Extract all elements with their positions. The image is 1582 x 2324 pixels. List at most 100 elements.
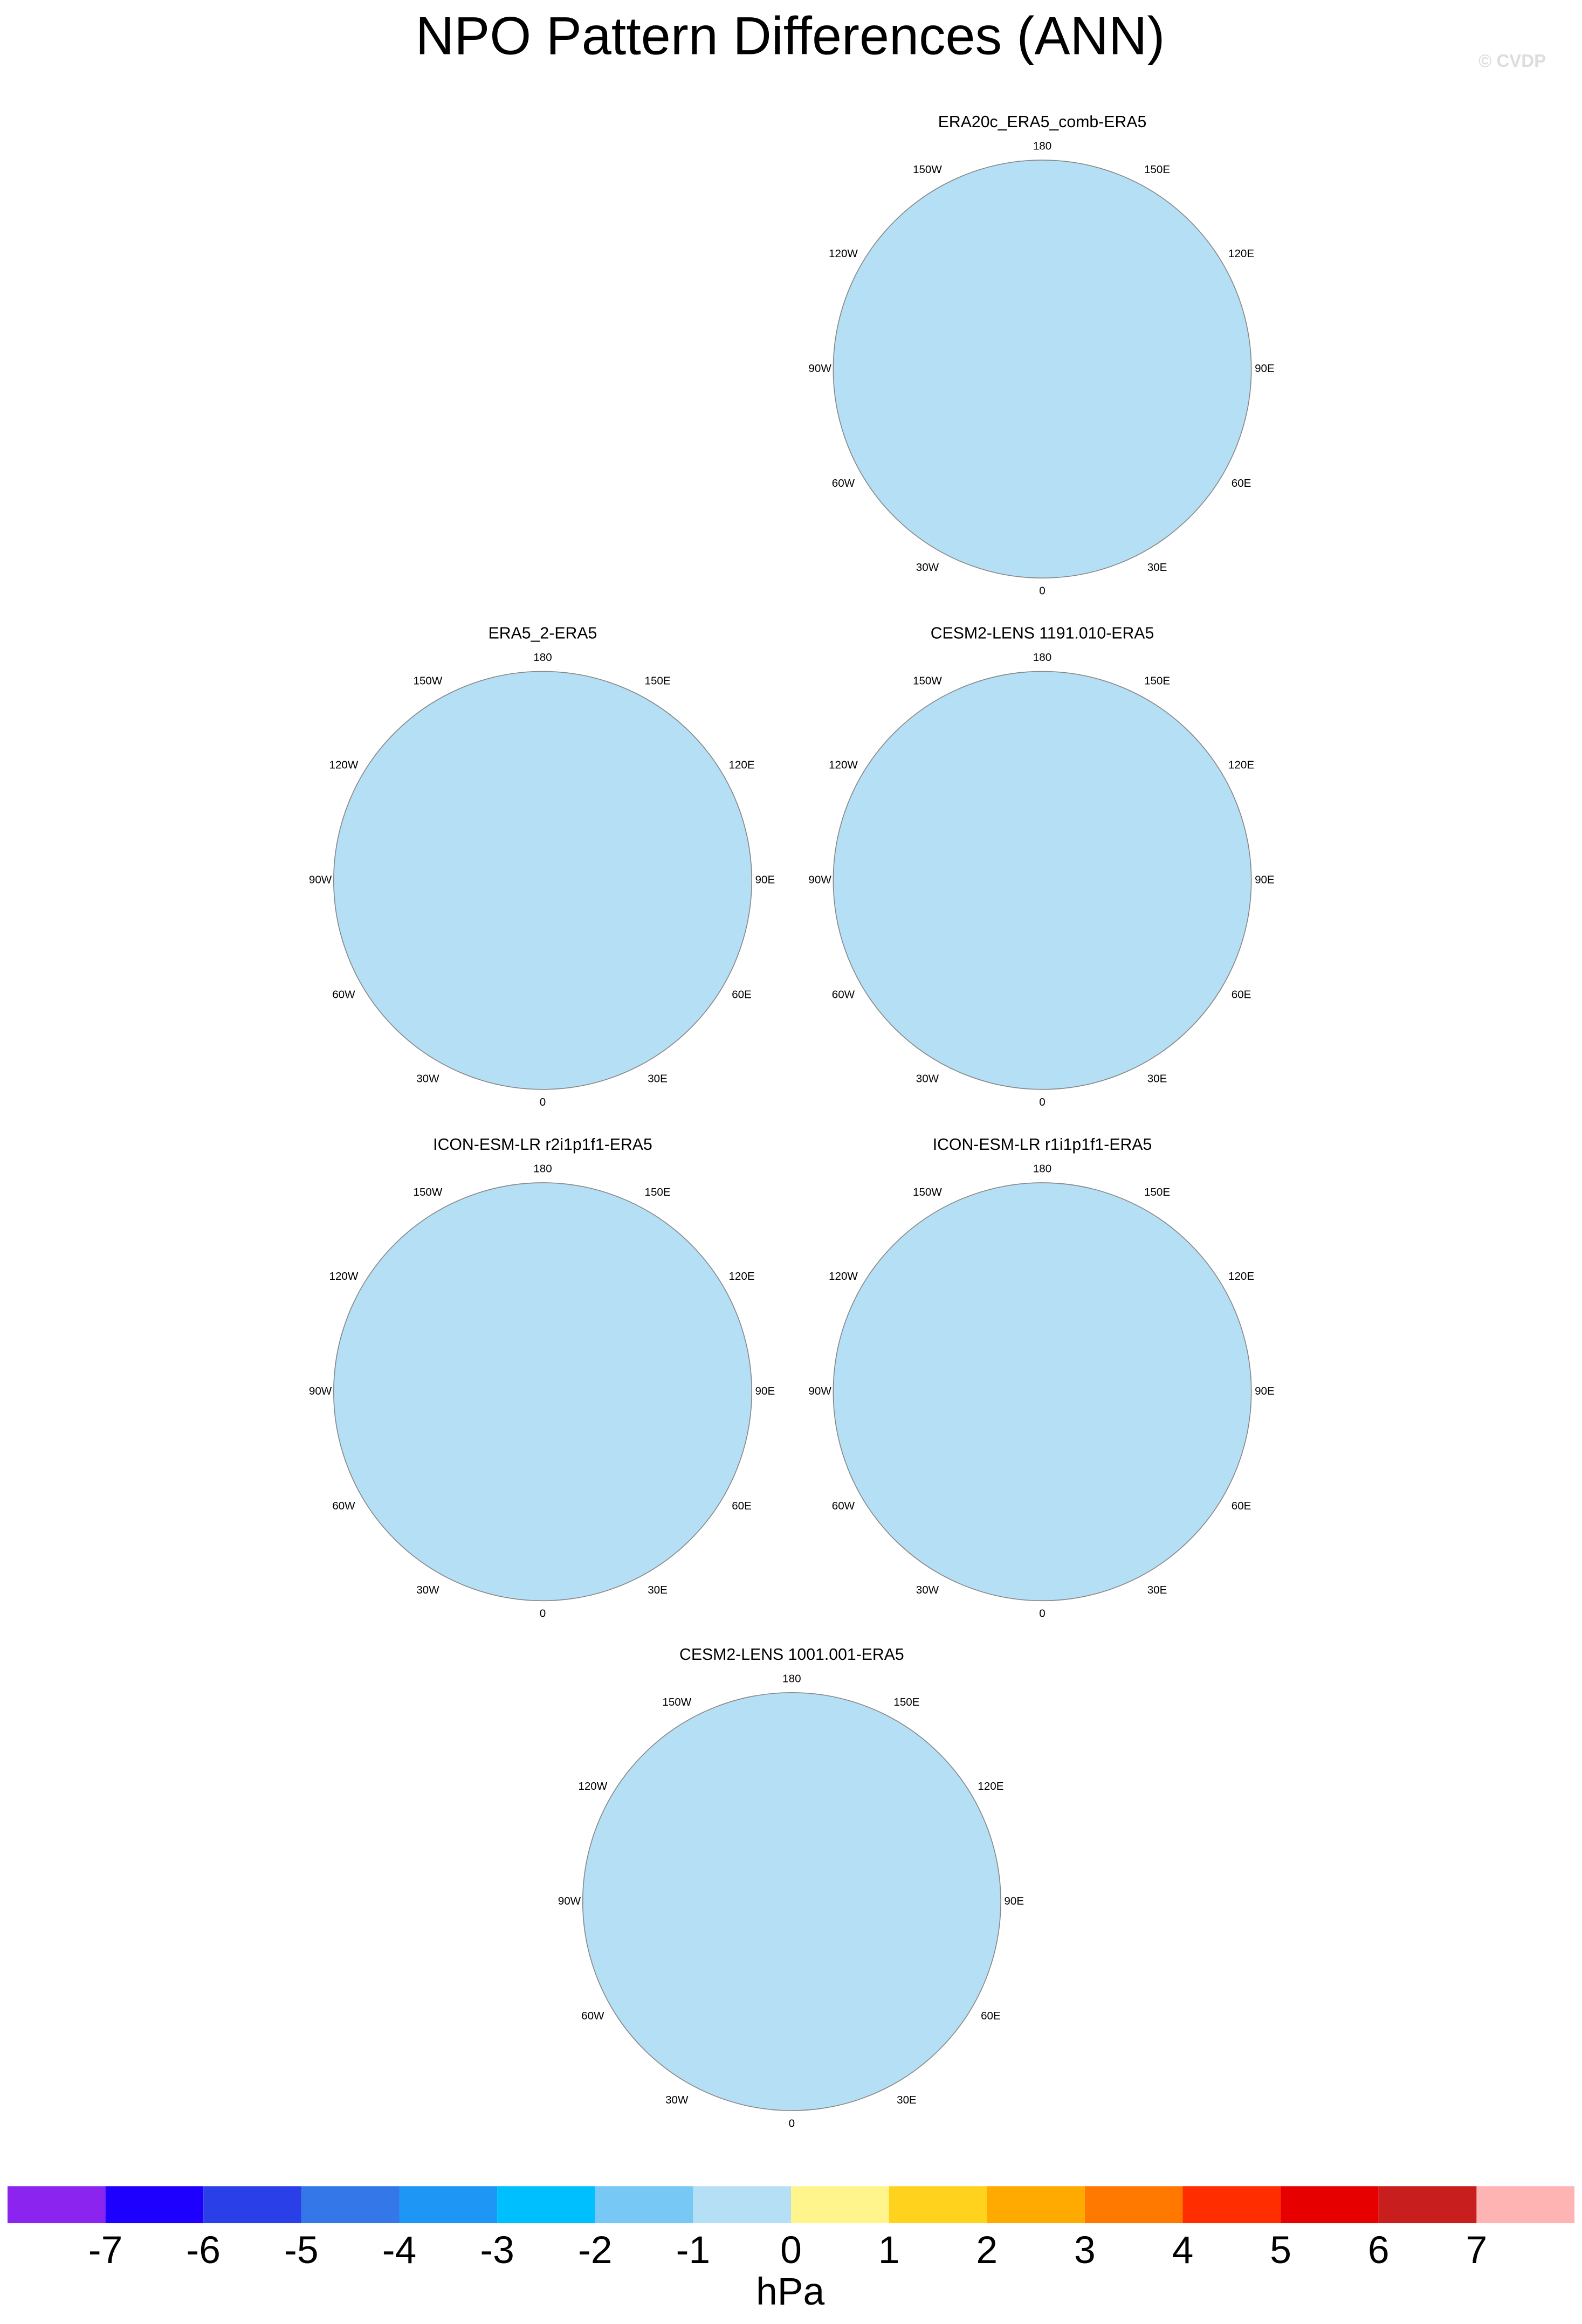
longitude-label: 90W (558, 1895, 581, 1907)
longitude-label: 30W (665, 2094, 689, 2106)
colorbar-label: 6 (1368, 2229, 1390, 2272)
longitude-label: 30E (897, 2094, 917, 2106)
longitude-label: 60E (1232, 1500, 1251, 1512)
panel-title: CESM2-LENS 1001.001-ERA5 (679, 1646, 904, 1664)
colorbar-label: 1 (878, 2229, 900, 2272)
longitude-label: 0 (540, 1608, 546, 1620)
colorbar-label: 2 (976, 2229, 998, 2272)
longitude-label: 0 (540, 1096, 546, 1108)
longitude-label: 150W (413, 1186, 442, 1198)
longitude-label: 180 (1033, 651, 1051, 664)
longitude-label: 90E (755, 874, 775, 886)
longitude-label: 60W (832, 989, 855, 1001)
panel-title: ERA20c_ERA5_comb-ERA5 (938, 113, 1147, 131)
longitude-label: 150E (644, 675, 670, 687)
map-disk (582, 1692, 1001, 2111)
longitude-label: 150W (413, 675, 442, 687)
longitude-label: 0 (1039, 584, 1045, 597)
watermark: © CVDP (1478, 51, 1546, 71)
colorbar-label: -7 (88, 2229, 123, 2272)
colorbar-label: 0 (780, 2229, 802, 2272)
colorbar-box (1476, 2186, 1575, 2224)
colorbar-unit: hPa (756, 2270, 824, 2313)
colorbar-label: -3 (480, 2229, 514, 2272)
longitude-label: 90E (1255, 1385, 1275, 1397)
colorbar-box (987, 2186, 1085, 2224)
colorbar-box (301, 2186, 400, 2224)
longitude-label: 120E (1228, 1270, 1254, 1282)
longitude-label: 90E (1255, 362, 1275, 375)
colorbar-box (497, 2186, 595, 2224)
longitude-label: 60E (1232, 477, 1251, 489)
longitude-label: 30E (648, 1073, 668, 1085)
longitude-label: 90E (1255, 874, 1275, 886)
longitude-label: 180 (1033, 140, 1051, 153)
panel-title: ERA5_2-ERA5 (489, 625, 597, 643)
longitude-label: 30W (416, 1584, 439, 1596)
map-border (833, 1182, 1252, 1602)
longitude-label: 180 (1033, 1163, 1051, 1175)
colorbar-box (1378, 2186, 1477, 2224)
map-panel: ICON-ESM-LR r2i1p1f1-ERA5 180 150E 120E 90E 6… (309, 1136, 775, 1619)
longitude-label: 120E (728, 758, 754, 771)
longitude-label: 30E (1147, 1073, 1167, 1085)
longitude-label: 120E (978, 1780, 1003, 1792)
longitude-label: 60E (981, 2010, 1001, 2022)
longitude-label: 60W (832, 1500, 855, 1512)
map-disk (333, 1182, 752, 1601)
longitude-label: 60E (732, 1500, 752, 1512)
longitude-label: 90E (755, 1385, 775, 1397)
longitude-label: 30W (916, 1584, 939, 1596)
longitude-label: 120E (1228, 247, 1254, 260)
longitude-label: 120E (728, 1270, 754, 1282)
colorbar-box (889, 2186, 987, 2224)
map-border (833, 160, 1252, 579)
longitude-label: 30W (916, 561, 939, 574)
colorbar-label: -5 (284, 2229, 319, 2272)
longitude-label: 180 (533, 651, 552, 664)
longitude-label: 150W (662, 1696, 691, 1708)
longitude-label: 30W (416, 1073, 439, 1085)
longitude-label: 120W (329, 1270, 359, 1282)
longitude-label: 90W (309, 1385, 332, 1397)
colorbar-label: -2 (578, 2229, 613, 2272)
longitude-label: 120W (829, 758, 858, 771)
colorbar: -7 -6 -5 -4 -3 -2 -1 0 1 2 3 4 5 6 7 hPa (7, 2186, 1575, 2313)
longitude-label: 60W (332, 989, 355, 1001)
map-disk (833, 1182, 1251, 1601)
longitude-label: 60E (1232, 989, 1251, 1001)
colorbar-box (693, 2186, 791, 2224)
colorbar-box (203, 2186, 301, 2224)
colorbar-box (1084, 2186, 1183, 2224)
longitude-label: 90E (1004, 1895, 1024, 1907)
longitude-label: 180 (782, 1672, 801, 1685)
longitude-label: 30W (916, 1073, 939, 1085)
colorbar-box (7, 2186, 106, 2224)
colorbar-box (595, 2186, 693, 2224)
longitude-label: 60E (732, 989, 752, 1001)
longitude-label: 0 (1039, 1608, 1045, 1620)
colorbar-box (399, 2186, 498, 2224)
colorbar-label: 5 (1270, 2229, 1291, 2272)
longitude-label: 120W (829, 1270, 858, 1282)
longitude-label: 150W (913, 1186, 942, 1198)
panel-title: ICON-ESM-LR r2i1p1f1-ERA5 (433, 1136, 652, 1154)
longitude-label: 30E (648, 1584, 668, 1596)
longitude-label: 150E (1144, 163, 1170, 176)
map-disk (833, 160, 1251, 578)
colorbar-label: 4 (1172, 2229, 1194, 2272)
panel-title: ICON-ESM-LR r1i1p1f1-ERA5 (933, 1136, 1152, 1154)
map-border (833, 671, 1252, 1090)
longitude-label: 30E (1147, 1584, 1167, 1596)
figure-title: NPO Pattern Differences (ANN) (416, 5, 1165, 65)
longitude-label: 150E (644, 1186, 670, 1198)
colorbar-label: 7 (1466, 2229, 1488, 2272)
longitude-label: 150E (1144, 1186, 1170, 1198)
map-panel: ICON-ESM-LR r1i1p1f1-ERA5 180 150E 120E 90E 6… (808, 1136, 1274, 1619)
longitude-label: 30E (1147, 561, 1167, 574)
map-border (333, 1182, 752, 1602)
longitude-label: 60W (581, 2010, 604, 2022)
map-panel: ERA20c_ERA5_comb-ERA5 180 150E 120E 90E 60E 30… (808, 113, 1274, 597)
colorbar-box (791, 2186, 889, 2224)
